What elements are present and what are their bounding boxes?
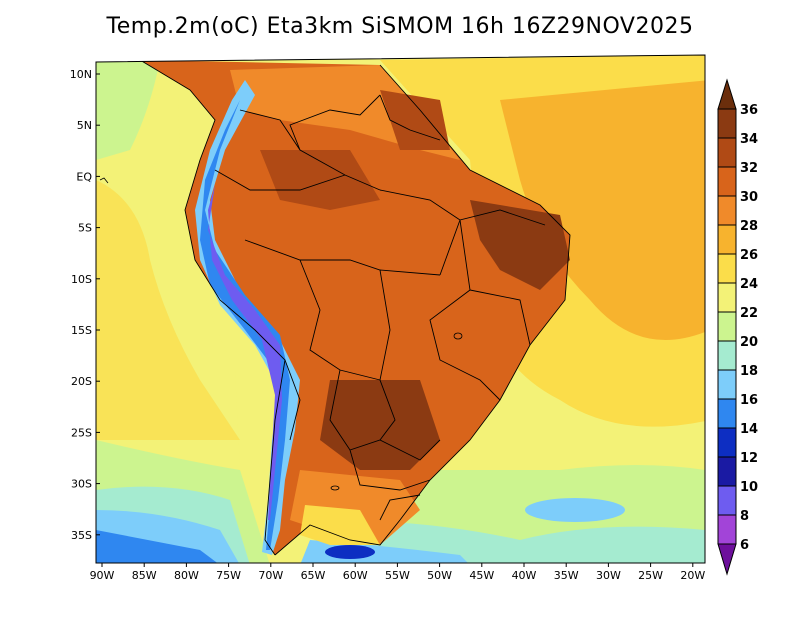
colorbar-segment	[717, 485, 737, 516]
colorbar-label: 12	[740, 451, 758, 466]
northeast-hot	[470, 200, 570, 290]
pacific-band	[96, 180, 240, 440]
galapagos-outline	[99, 177, 109, 184]
colorbar-label: 24	[740, 277, 758, 292]
atlantic-cold-patch	[525, 498, 625, 522]
colorbar-label: 18	[740, 364, 758, 379]
lat-label: 5S	[78, 222, 92, 235]
map-title: Temp.2m(oC) Eta3km SiSMOM 16h 16Z29NOV20…	[106, 14, 694, 39]
lon-label: 90W	[90, 569, 115, 582]
colorbar-segment	[717, 166, 737, 197]
colorbar-label: 30	[740, 190, 758, 205]
colorbar-label: 32	[740, 161, 758, 176]
lon-label: 50W	[427, 569, 452, 582]
country-borders	[139, 59, 571, 556]
lon-label: 45W	[469, 569, 494, 582]
colorbar-arrow-top	[717, 78, 737, 110]
pampas-mild	[300, 505, 380, 545]
colorbar-label: 8	[740, 509, 749, 524]
lon-label: 75W	[216, 569, 241, 582]
colorbar-label: 34	[740, 132, 758, 147]
lat-label: 10S	[71, 273, 92, 286]
colorbar-label: 10	[740, 480, 758, 495]
lake-outline	[453, 332, 463, 340]
latitude-labels: 10N 5N EQ 5S 10S 15S 20S 25S 30S 35S	[70, 68, 100, 542]
colorbar-segment	[717, 137, 737, 168]
lat-label: 25S	[71, 426, 92, 439]
guiana-hot	[380, 90, 450, 150]
lon-label: 35W	[554, 569, 579, 582]
south-america-land	[140, 60, 570, 555]
lon-label: 30W	[596, 569, 621, 582]
lon-label: 60W	[343, 569, 368, 582]
colorbar-segment	[717, 340, 737, 371]
lat-label: 15S	[71, 324, 92, 337]
colorbar-segment	[717, 224, 737, 255]
lat-label: 35S	[71, 529, 92, 542]
colorbar-segment	[717, 514, 737, 545]
colorbar-segment	[717, 311, 737, 342]
lon-label: 70W	[258, 569, 283, 582]
colorbar-label: 36	[740, 103, 758, 118]
colorbar-segment	[717, 253, 737, 284]
lon-label: 85W	[132, 569, 157, 582]
colorbar-segment	[717, 195, 737, 226]
chaco-hot	[320, 380, 440, 470]
colorbar-label: 26	[740, 248, 758, 263]
colorbar-segment	[717, 108, 737, 139]
atlantic-equatorial	[500, 80, 705, 340]
lon-label: 25W	[638, 569, 663, 582]
longitude-labels: 90W 85W 80W 75W 70W 65W 60W 55W 50W 45W 40W 35W 30W 2…	[90, 563, 705, 582]
colorbar-segment	[717, 456, 737, 487]
island-outline	[330, 485, 340, 491]
colorbar-segment	[717, 398, 737, 429]
lat-label: 30S	[71, 478, 92, 491]
andes-cold	[200, 100, 290, 550]
colorbar-label: 20	[740, 335, 758, 350]
lon-label: 55W	[385, 569, 410, 582]
cold-core	[325, 545, 375, 559]
colorbar-segment	[717, 369, 737, 400]
lat-label: 10N	[70, 68, 92, 81]
colorbar-segment	[717, 427, 737, 458]
colorbar-label: 14	[740, 422, 758, 437]
colorbar-label: 22	[740, 306, 758, 321]
pacific-north-cool	[96, 60, 160, 160]
map-domain	[96, 55, 705, 563]
lon-label: 65W	[301, 569, 326, 582]
andes-coldest	[208, 185, 282, 520]
colorbar-arrow-bottom	[717, 543, 737, 576]
amazon-hot	[260, 150, 380, 210]
map-frame	[95, 54, 706, 564]
lat-label: EQ	[76, 170, 92, 183]
colorbar-label: 16	[740, 393, 758, 408]
colorbar-segment	[717, 282, 737, 313]
lon-label: 80W	[174, 569, 199, 582]
lon-label: 40W	[512, 569, 537, 582]
colorbar: 36 34 32 30 28 26 24 22 20 18 16 14 12 10 8 6	[717, 78, 758, 576]
lat-label: 5N	[77, 119, 92, 132]
colorbar-label: 6	[740, 538, 749, 553]
colorbar-label: 28	[740, 219, 758, 234]
south-pacific-coldest	[96, 530, 220, 563]
lat-label: 20S	[71, 375, 92, 388]
lon-label: 20W	[680, 569, 705, 582]
